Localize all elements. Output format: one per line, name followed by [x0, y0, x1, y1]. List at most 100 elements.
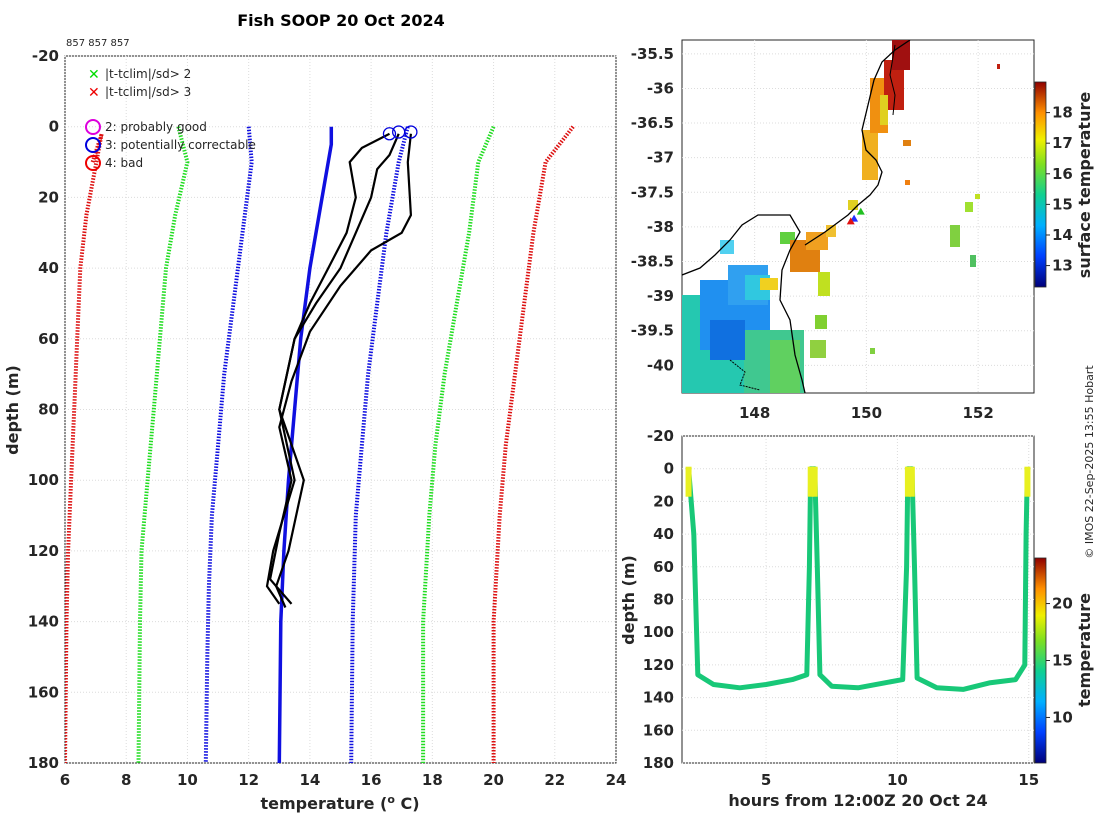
profile-legend: ✕ |t-tclim|/sd> 2 ✕ |t-tclim|/sd> 3 2: p…: [85, 67, 256, 171]
y-tick-label: 20: [38, 188, 59, 206]
profile-grid: [64, 55, 617, 764]
profile-ylabel: depth (m): [3, 365, 22, 455]
profile-series: [65, 125, 575, 763]
series-cast-3: [268, 133, 413, 605]
series-clim-mean: [277, 126, 334, 763]
td-y-tick-label: 0: [664, 460, 674, 478]
x-tick-label: 10: [177, 771, 198, 789]
td-x-tick-label: 5: [761, 771, 771, 789]
map-y-tick-label: -38: [647, 218, 674, 236]
legend-x-green-mark: ✕: [88, 67, 100, 83]
td-surface-warm: [1024, 466, 1031, 497]
sst-cb-tick-label: 17: [1052, 134, 1073, 152]
x-tick-label: 20: [483, 771, 504, 789]
legend-item-sd2: |t-tclim|/sd> 2: [105, 67, 191, 81]
sst-cb-tick-label: 14: [1052, 226, 1073, 244]
profile-xlabel: temperature (o C): [260, 793, 419, 813]
map-ticks: 148 150 152 -35.5 -36 -36.5 -37 -37.5 -38 -38.5 -3…: [631, 45, 994, 422]
td-surface-warm: [811, 466, 818, 497]
legend-x-red-mark: ✕: [88, 85, 100, 101]
sst-cb-tick-label: 18: [1052, 104, 1073, 122]
td-surface-warm: [908, 466, 915, 497]
legend-circle-flag2: [85, 119, 101, 135]
td-y-tick-label: 180: [643, 754, 674, 772]
legend-item-flag3: 3: potentially correctable: [105, 138, 256, 152]
series-clim-3sd: [65, 133, 104, 763]
series-cast-2: [275, 133, 400, 608]
td-y-tick-label: 20: [653, 492, 674, 510]
y-tick-label: 60: [38, 330, 59, 348]
series-clim-3sd: [491, 125, 575, 763]
sst-colorbar-ticks: 13 14 15 16 17 18: [1046, 104, 1073, 275]
map-x-tick-label: 148: [739, 404, 770, 422]
x-tick-label: 22: [544, 771, 565, 789]
temp-cb-tick-label: 15: [1052, 652, 1073, 670]
td-y-tick-label: 40: [653, 525, 674, 543]
y-tick-label: 40: [38, 259, 59, 277]
map-x-tick-label: 150: [851, 404, 882, 422]
temp-colorbar-ticks: 10 15 20: [1046, 595, 1073, 726]
imos-credit: © IMOS 22-Sep-2025 13:55 Hobart: [1083, 365, 1096, 559]
map-y-tick-label: -39: [647, 287, 674, 305]
map-track-point: [846, 217, 855, 225]
map-y-tick-label: -36.5: [631, 114, 674, 132]
td-x-tick-label: 10: [887, 771, 908, 789]
sst-cb-tick-label: 13: [1052, 257, 1073, 275]
td-y-tick-label: 140: [643, 689, 674, 707]
map-x-tick-label: 152: [962, 404, 993, 422]
y-tick-label: 120: [28, 542, 59, 560]
legend-item-flag2: 2: probably good: [105, 120, 207, 134]
qc-flag-marker: [404, 125, 418, 139]
profile-ticks: 6 8 10 12 14 16 18 20 22 24 -20 0 20 40 60 80 100 120 140 1…: [28, 47, 627, 789]
y-tick-label: -20: [32, 47, 59, 65]
temp-cb-tick-label: 10: [1052, 708, 1073, 726]
td-y-tick-label: 80: [653, 591, 674, 609]
td-surface-warm: [904, 466, 911, 497]
sst-cb-tick-label: 16: [1052, 165, 1073, 183]
map-y-tick-label: -35.5: [631, 45, 674, 63]
x-tick-label: 12: [238, 771, 259, 789]
qc-markers: [382, 125, 418, 141]
td-ylabel: depth (m): [619, 555, 638, 645]
td-track: [685, 466, 1031, 692]
x-tick-label: 14: [299, 771, 320, 789]
y-tick-label: 100: [28, 471, 59, 489]
x-tick-label: 8: [121, 771, 131, 789]
series-cast-1: [265, 132, 391, 605]
sst-cb-tick-label: 15: [1052, 195, 1073, 213]
map-coastline: [682, 40, 911, 393]
y-tick-label: 180: [28, 754, 59, 772]
td-y-tick-label: -20: [647, 427, 674, 445]
series-clim-1sd: [349, 126, 410, 763]
td-y-tick-label: 120: [643, 656, 674, 674]
td-surface-warm: [807, 466, 814, 497]
map-panel: 148 150 152 -35.5 -36 -36.5 -37 -37.5 -38 -38.5 -3…: [631, 39, 1094, 422]
map-y-tick-label: -37: [647, 149, 674, 167]
map-track-point: [856, 207, 865, 215]
y-tick-label: 80: [38, 401, 59, 419]
map-sst-field: [682, 40, 1000, 393]
temp-colorbar: [1034, 557, 1047, 764]
temp-colorbar-label: temperature: [1075, 593, 1094, 707]
map-y-tick-label: -37.5: [631, 183, 674, 201]
td-ticks: 5 10 15 -20 0 20 40 60 80 100 120 140 160 180: [643, 427, 1039, 789]
map-y-tick-label: -38.5: [631, 252, 674, 270]
td-y-tick-label: 100: [643, 623, 674, 641]
legend-circle-flag3: [85, 137, 101, 153]
cruise-ids: 857 857 857: [66, 38, 130, 49]
td-y-tick-label: 160: [643, 721, 674, 739]
x-tick-label: 18: [422, 771, 443, 789]
td-surface-warm: [685, 466, 692, 497]
legend-item-flag4: 4: bad: [105, 156, 143, 170]
series-clim-2sd: [136, 126, 190, 763]
y-tick-label: 160: [28, 683, 59, 701]
x-tick-label: 16: [361, 771, 382, 789]
y-tick-label: 0: [49, 118, 59, 136]
qc-flag-marker: [382, 127, 397, 141]
td-axes-box: [681, 435, 1035, 764]
td-x-tick-label: 15: [1018, 771, 1039, 789]
chart-title: Fish SOOP 20 Oct 2024: [237, 11, 445, 30]
sst-colorbar-label: surface temperature: [1075, 92, 1094, 279]
